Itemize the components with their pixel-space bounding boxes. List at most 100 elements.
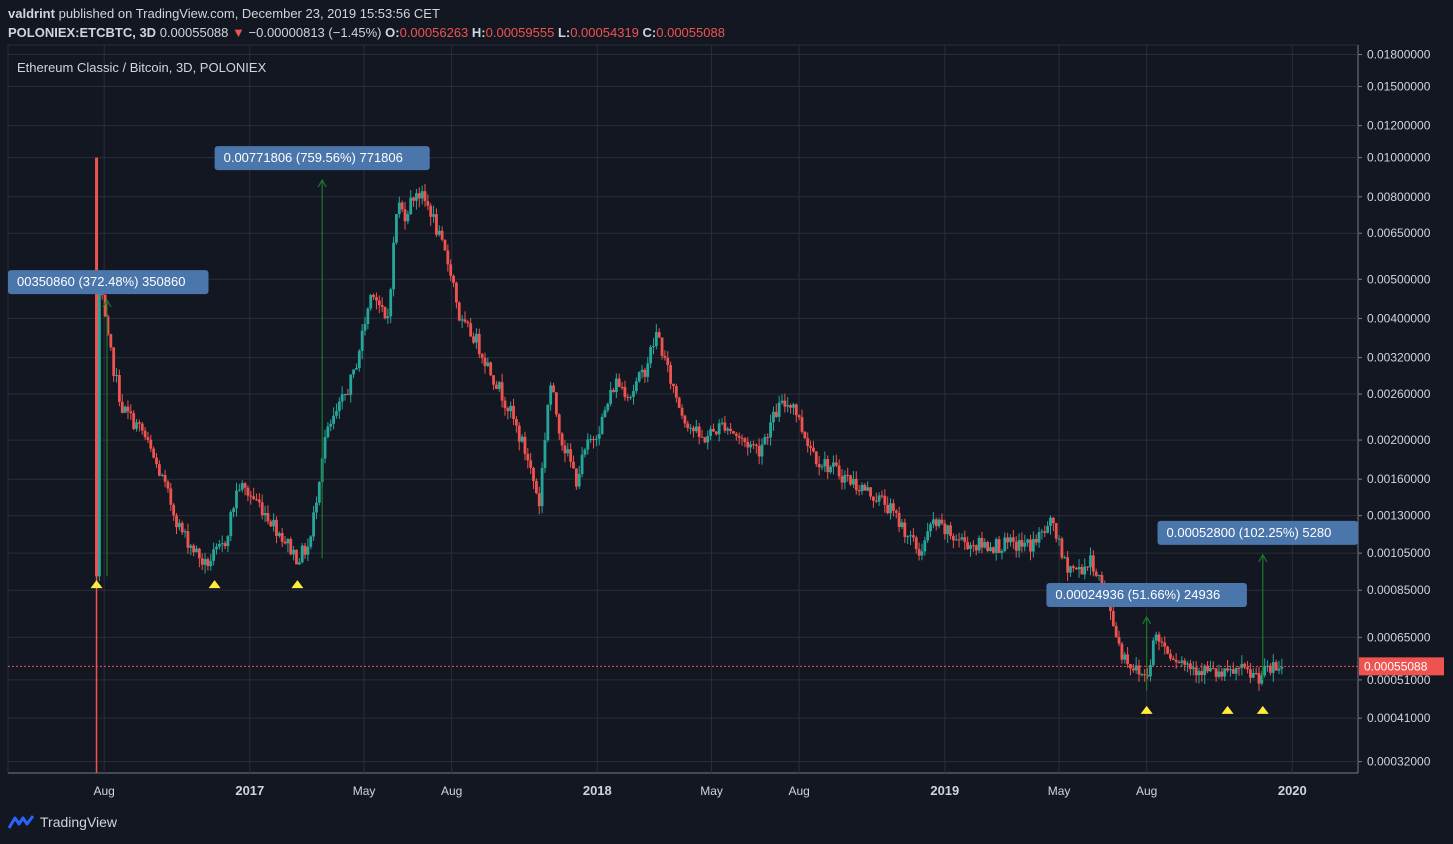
brand-name[interactable]: TradingView	[40, 814, 118, 830]
candle-body	[694, 426, 698, 432]
candle-body	[1157, 634, 1161, 642]
candle-body	[520, 436, 524, 442]
candle-body	[295, 549, 298, 565]
candle-body	[1000, 550, 1004, 553]
candle-body	[149, 439, 153, 449]
price-tick-label: 0.00085000	[1367, 583, 1431, 597]
candle-body	[1143, 674, 1147, 676]
signal-marker-icon	[1140, 705, 1153, 714]
price-tick-label: 0.01800000	[1367, 47, 1431, 61]
candle-body	[412, 197, 415, 201]
candle-body	[803, 431, 807, 439]
candle-body	[506, 408, 510, 412]
symbol-name: POLONIEX:ETCBTC, 3D	[8, 25, 157, 40]
candle-body	[529, 460, 533, 468]
candle-body	[403, 209, 407, 222]
candle-body	[223, 543, 227, 547]
candle-body	[609, 389, 613, 404]
candle-body	[589, 439, 593, 441]
candle-body	[580, 454, 584, 475]
candle-body	[1057, 538, 1061, 540]
candle-body	[680, 407, 684, 416]
candle-body	[806, 438, 810, 447]
candle-body	[215, 546, 218, 550]
candle-body	[1117, 637, 1121, 644]
candle-body	[1140, 674, 1144, 676]
candle-body	[832, 462, 835, 467]
candle-body	[829, 466, 832, 473]
candle-body	[389, 289, 393, 317]
current-price-box	[1359, 657, 1444, 676]
candle-body	[1123, 654, 1127, 660]
candle-body	[277, 533, 281, 536]
footer: TradingView	[8, 814, 117, 830]
candle-body	[129, 411, 133, 414]
candle-body	[577, 474, 581, 487]
price-axis[interactable]: 0.01800000 0.01500000 0.01200000 0.01000000…	[1358, 47, 1444, 769]
candle-body	[352, 369, 355, 375]
candle-body	[303, 545, 307, 555]
candle-body	[760, 444, 764, 457]
candle-body	[931, 519, 935, 525]
candle-body	[103, 294, 107, 317]
candle-body	[263, 513, 267, 516]
price-tick-label: 0.01200000	[1367, 119, 1431, 133]
candle-body	[126, 406, 130, 412]
candle-body	[757, 445, 761, 457]
candle-body	[363, 323, 367, 331]
candle-body	[743, 438, 747, 442]
candle-body	[820, 466, 824, 468]
candle-body	[1049, 517, 1052, 526]
candle-body	[543, 440, 547, 469]
price-tick-label: 0.00200000	[1367, 433, 1431, 447]
candle-body	[549, 385, 553, 405]
candle-body	[569, 449, 573, 462]
candle-body	[1043, 531, 1047, 533]
candle-body	[243, 483, 247, 488]
candle-body	[106, 316, 110, 335]
candle-body	[700, 436, 704, 438]
candle-body	[657, 332, 661, 338]
candle-body	[563, 445, 567, 454]
annotations: 00350860 (372.48%) 350860 0.00771806 (759…	[8, 146, 1358, 714]
candle-body	[1151, 640, 1155, 666]
candle-body	[734, 433, 738, 436]
candle-body	[1020, 540, 1024, 547]
candle-body	[677, 397, 681, 408]
candle-body	[386, 316, 390, 319]
candle-body	[1029, 539, 1032, 552]
candle-body	[383, 307, 387, 319]
candle-body	[1211, 668, 1215, 670]
candle-body	[894, 510, 898, 513]
candle-body	[1220, 671, 1224, 677]
candle-body	[177, 522, 181, 528]
candle-body	[880, 495, 884, 497]
candle-body	[460, 319, 464, 321]
candle-body	[357, 350, 361, 368]
candle-body	[246, 487, 250, 496]
author-name[interactable]: valdrint	[8, 6, 55, 21]
candle-body	[206, 559, 210, 567]
candle-body	[914, 537, 918, 550]
candle-body	[1226, 668, 1229, 671]
candle-body	[554, 392, 558, 415]
candle-body	[157, 464, 161, 476]
candle-body	[620, 386, 624, 388]
candle-body	[800, 417, 804, 432]
candle-body	[852, 478, 855, 485]
candle-body	[235, 490, 238, 509]
time-axis[interactable]: Aug 2017 May Aug 2018 May Aug 2019 May Aug 2020	[93, 783, 1306, 798]
candle-body	[257, 499, 261, 503]
candle-body	[560, 433, 564, 446]
last-price: 0.00055088	[159, 25, 229, 40]
candle-body	[143, 430, 147, 438]
candle-body	[494, 384, 498, 389]
price-tick-label: 0.00650000	[1367, 226, 1431, 240]
candle-body	[137, 422, 141, 424]
candle-body	[406, 214, 410, 222]
candle-body	[146, 437, 150, 440]
close-label: C:	[642, 25, 657, 40]
candle-body	[809, 446, 812, 448]
candle-body	[195, 548, 198, 553]
